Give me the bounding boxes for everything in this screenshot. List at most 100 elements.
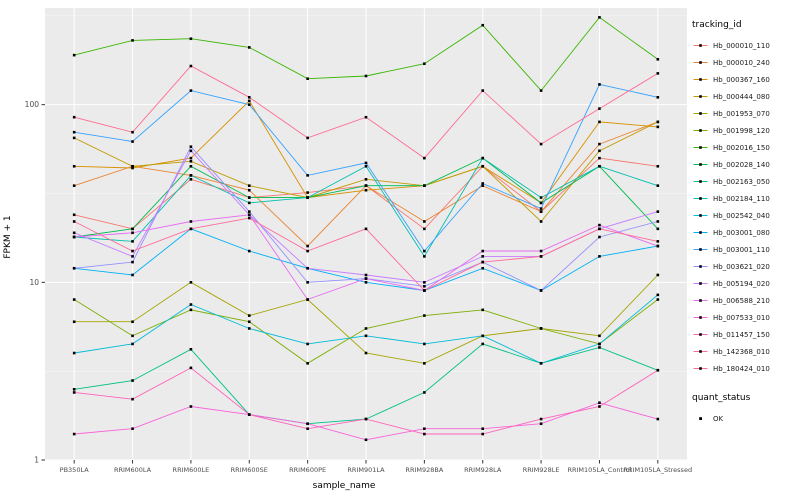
- data-point: [423, 289, 426, 292]
- legend-item-label: Hb_005194_020: [713, 279, 770, 288]
- data-point: [539, 362, 543, 365]
- legend-item-label: Hb_001953_070: [713, 109, 770, 118]
- y-tick-label: 1: [34, 456, 39, 465]
- legend: tracking_id Hb_000010_110 Hb_000010_240 Hb…: [692, 20, 798, 427]
- data-point: [189, 149, 193, 153]
- data-point: [306, 362, 309, 365]
- data-point: [306, 249, 309, 253]
- data-point: [72, 184, 76, 187]
- legend-item-Hb_002542_040: Hb_002542_040: [692, 207, 798, 224]
- data-point: [131, 342, 134, 346]
- data-point: [656, 417, 660, 421]
- data-point: [364, 188, 368, 192]
- legend-item-label: Hb_006588_210: [713, 296, 770, 305]
- legend-item-label: Hb_000010_110: [713, 41, 770, 50]
- data-point: [598, 334, 601, 338]
- data-point: [189, 347, 193, 351]
- legend-key-icon: [693, 112, 708, 115]
- legend-item-Hb_006588_210: Hb_006588_210: [692, 292, 798, 309]
- data-point: [539, 249, 543, 253]
- legend-item-Hb_002163_050: Hb_002163_050: [692, 173, 798, 190]
- data-point: [364, 327, 368, 330]
- data-point: [423, 314, 426, 317]
- data-point: [656, 244, 660, 248]
- data-point: [598, 156, 601, 160]
- data-point: [481, 427, 485, 431]
- data-point: [247, 188, 251, 192]
- data-point: [72, 136, 76, 140]
- legend-item-Hb_003001_080: Hb_003001_080: [692, 224, 798, 241]
- legend-item-label: Hb_007533_010: [713, 313, 770, 322]
- data-point: [131, 427, 134, 431]
- data-point: [656, 58, 660, 61]
- data-point: [481, 182, 485, 185]
- data-point: [72, 130, 76, 134]
- data-point: [131, 260, 134, 264]
- data-point: [189, 64, 193, 68]
- data-point: [481, 249, 485, 253]
- legend-item-label: Hb_002542_040: [713, 211, 770, 220]
- data-point: [539, 220, 543, 223]
- data-point: [598, 83, 601, 86]
- data-point: [72, 220, 76, 223]
- legend-item-Hb_180424_010: Hb_180424_010: [692, 360, 798, 377]
- data-point: [481, 89, 485, 92]
- data-point: [131, 334, 134, 338]
- data-point: [364, 334, 368, 338]
- x-tick-label: RRIM600LA: [114, 466, 152, 474]
- data-point: [539, 422, 543, 426]
- data-point: [656, 164, 660, 168]
- legend-item-label: Hb_003001_110: [713, 245, 770, 254]
- data-point: [131, 164, 134, 168]
- legend-item-label: Hb_003001_080: [713, 228, 770, 237]
- legend-key-icon: [693, 180, 708, 183]
- data-point: [72, 387, 76, 391]
- legend-key-icon: [693, 61, 708, 64]
- data-point: [72, 351, 76, 355]
- legend-item-Hb_000010_110: Hb_000010_110: [692, 37, 798, 54]
- data-point: [247, 96, 251, 99]
- data-point: [656, 273, 660, 277]
- data-point: [131, 249, 134, 253]
- legend-key-icon: [693, 265, 708, 268]
- data-point: [131, 231, 134, 235]
- legend-item-label: Hb_003621_020: [713, 262, 770, 271]
- data-point: [656, 125, 660, 129]
- data-point: [481, 156, 485, 160]
- data-point: [423, 62, 426, 66]
- y-tick-label: 10: [29, 278, 39, 287]
- data-point: [72, 266, 76, 270]
- data-point: [364, 351, 368, 355]
- data-point: [189, 156, 193, 160]
- legend-item-label: Hb_011457_150: [713, 330, 770, 339]
- data-point: [656, 72, 660, 75]
- data-point: [247, 320, 251, 324]
- data-point: [423, 220, 426, 223]
- data-point: [364, 281, 368, 284]
- x-tick-label: RRIM600SE: [231, 466, 268, 474]
- data-point: [423, 227, 426, 231]
- x-tick-label: RRIM600LE: [173, 466, 210, 474]
- data-point: [131, 140, 134, 143]
- data-point: [306, 422, 309, 426]
- legend-item-ok: OK: [692, 410, 798, 427]
- legend-key-icon: [693, 282, 708, 285]
- legend-item-label: Hb_001998_120: [713, 126, 770, 135]
- legend-item-Hb_142368_010: Hb_142368_010: [692, 343, 798, 360]
- data-point: [72, 53, 76, 57]
- data-point: [72, 432, 76, 436]
- data-point: [72, 298, 76, 301]
- data-point: [539, 327, 543, 330]
- data-point: [481, 184, 485, 187]
- legend-item-Hb_002184_110: Hb_002184_110: [692, 190, 798, 207]
- ok-point-key-icon: [699, 417, 702, 420]
- data-point: [72, 391, 76, 394]
- data-point: [598, 346, 601, 349]
- y-axis-title: FPKM + 1: [3, 215, 13, 259]
- data-point: [247, 213, 251, 217]
- data-point: [131, 397, 134, 401]
- legend-item-Hb_000367_160: Hb_000367_160: [692, 71, 798, 88]
- data-point: [423, 281, 426, 284]
- legend-item-label: Hb_180424_010: [713, 364, 770, 373]
- data-point: [539, 142, 543, 146]
